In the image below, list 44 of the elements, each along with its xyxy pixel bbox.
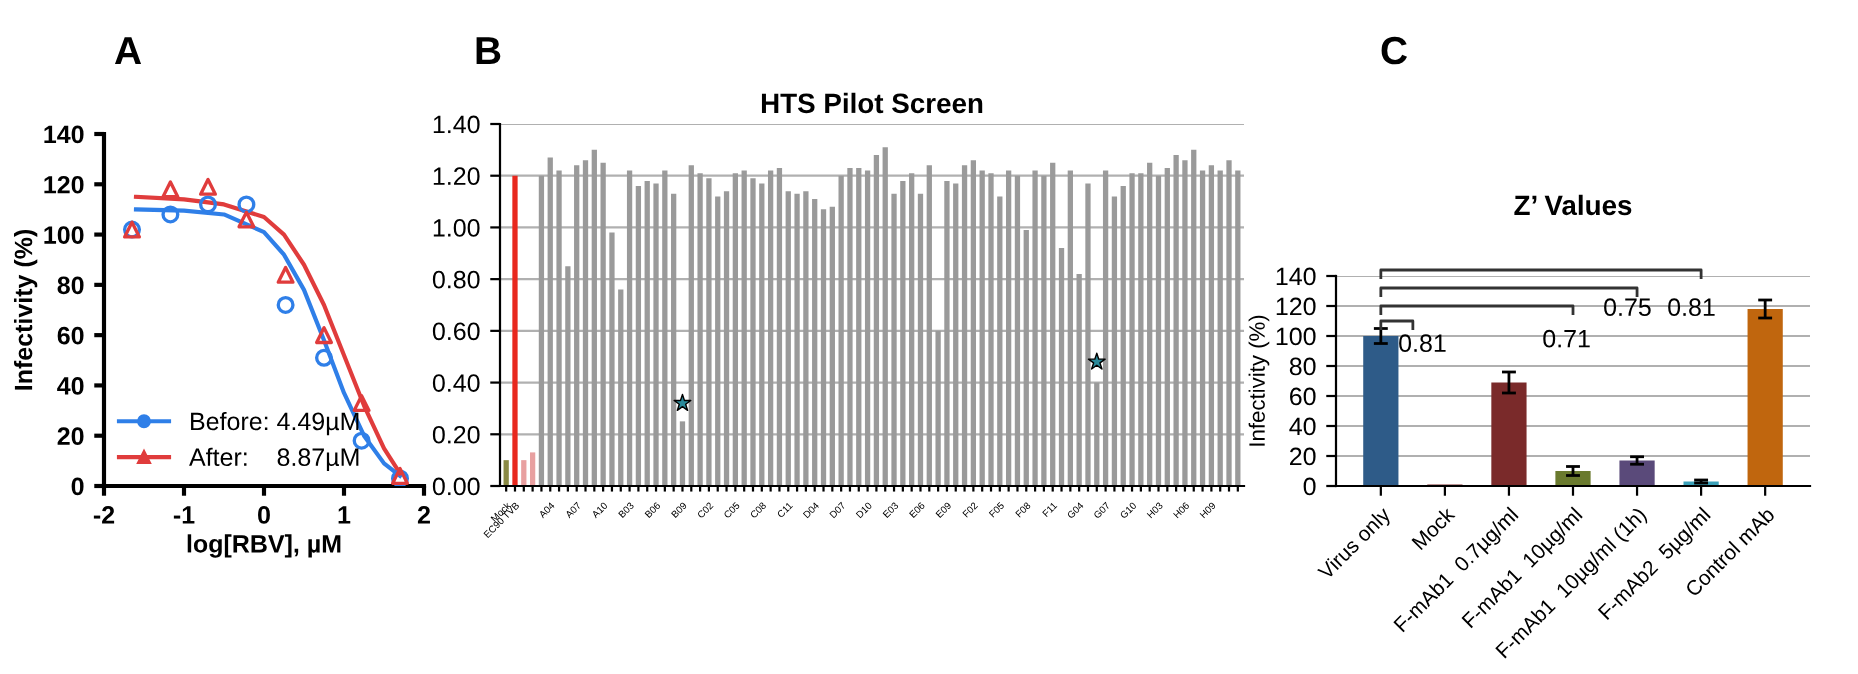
x-tick-label: 2 — [417, 506, 430, 524]
legend-label: Before: 4.49µM — [191, 411, 359, 436]
y-tick-label: 0 — [1303, 477, 1316, 496]
y-tick-label: 80 — [57, 276, 84, 295]
y-tick-label: 120 — [1276, 297, 1316, 316]
y-tick-label: 40 — [57, 377, 84, 395]
y-tick-label: 20 — [1290, 447, 1316, 466]
y-tick-label: 140 — [44, 125, 84, 144]
y-tick-label: 1.00 — [433, 219, 480, 237]
chart-title: Z’ Values — [1514, 194, 1632, 216]
annotation: 0.81 — [1668, 298, 1715, 317]
y-axis-title: Infectivity (%) — [1248, 315, 1270, 446]
annotation: 0.71 — [1543, 329, 1590, 348]
x-axis-title: log[RBV], µM — [187, 534, 341, 558]
y-tick-label: 100 — [44, 226, 84, 244]
y-tick-label: 0.20 — [432, 425, 480, 444]
y-tick-label: 0.80 — [432, 270, 480, 289]
y-tick-label: 20 — [57, 427, 84, 446]
text: B — [476, 37, 501, 64]
y-tick-label: 140 — [1276, 267, 1316, 286]
y-tick-label: 40 — [1289, 417, 1316, 436]
y-tick-label: 100 — [1276, 327, 1316, 346]
x-tick-label: 1 — [338, 506, 351, 524]
x-tick-label: Virus only — [1316, 505, 1395, 584]
chart-title: HTS Pilot Screen — [761, 92, 983, 114]
y-tick-label: 0 — [71, 477, 84, 496]
y-tick-label: 1.20 — [433, 167, 480, 186]
y-tick-label: 80 — [1289, 357, 1316, 376]
y-tick-label: 0.40 — [432, 374, 480, 392]
y-axis-title: Infectivity (%) — [13, 229, 38, 390]
text: C — [1381, 36, 1408, 65]
y-tick-label: 0.60 — [432, 322, 480, 341]
y-tick-label: 1.40 — [433, 115, 480, 134]
x-tick-label: 0 — [258, 506, 270, 524]
x-tick-label: -1 — [173, 506, 195, 524]
y-tick-label: 60 — [57, 326, 84, 345]
legend-label: After: 8.87µM — [189, 447, 359, 471]
annotation: 0.81 — [1399, 334, 1446, 353]
x-tick-label: -2 — [93, 506, 115, 524]
y-tick-label: 60 — [1290, 387, 1316, 406]
y-tick-label: 120 — [44, 175, 84, 194]
annotation: 0.75 — [1604, 298, 1651, 317]
text: A — [114, 37, 142, 64]
y-tick-label: 0.00 — [432, 477, 480, 496]
